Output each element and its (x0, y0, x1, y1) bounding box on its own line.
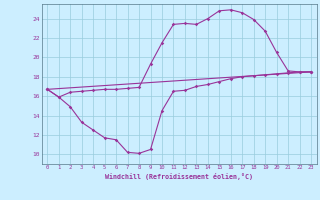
X-axis label: Windchill (Refroidissement éolien,°C): Windchill (Refroidissement éolien,°C) (105, 173, 253, 180)
